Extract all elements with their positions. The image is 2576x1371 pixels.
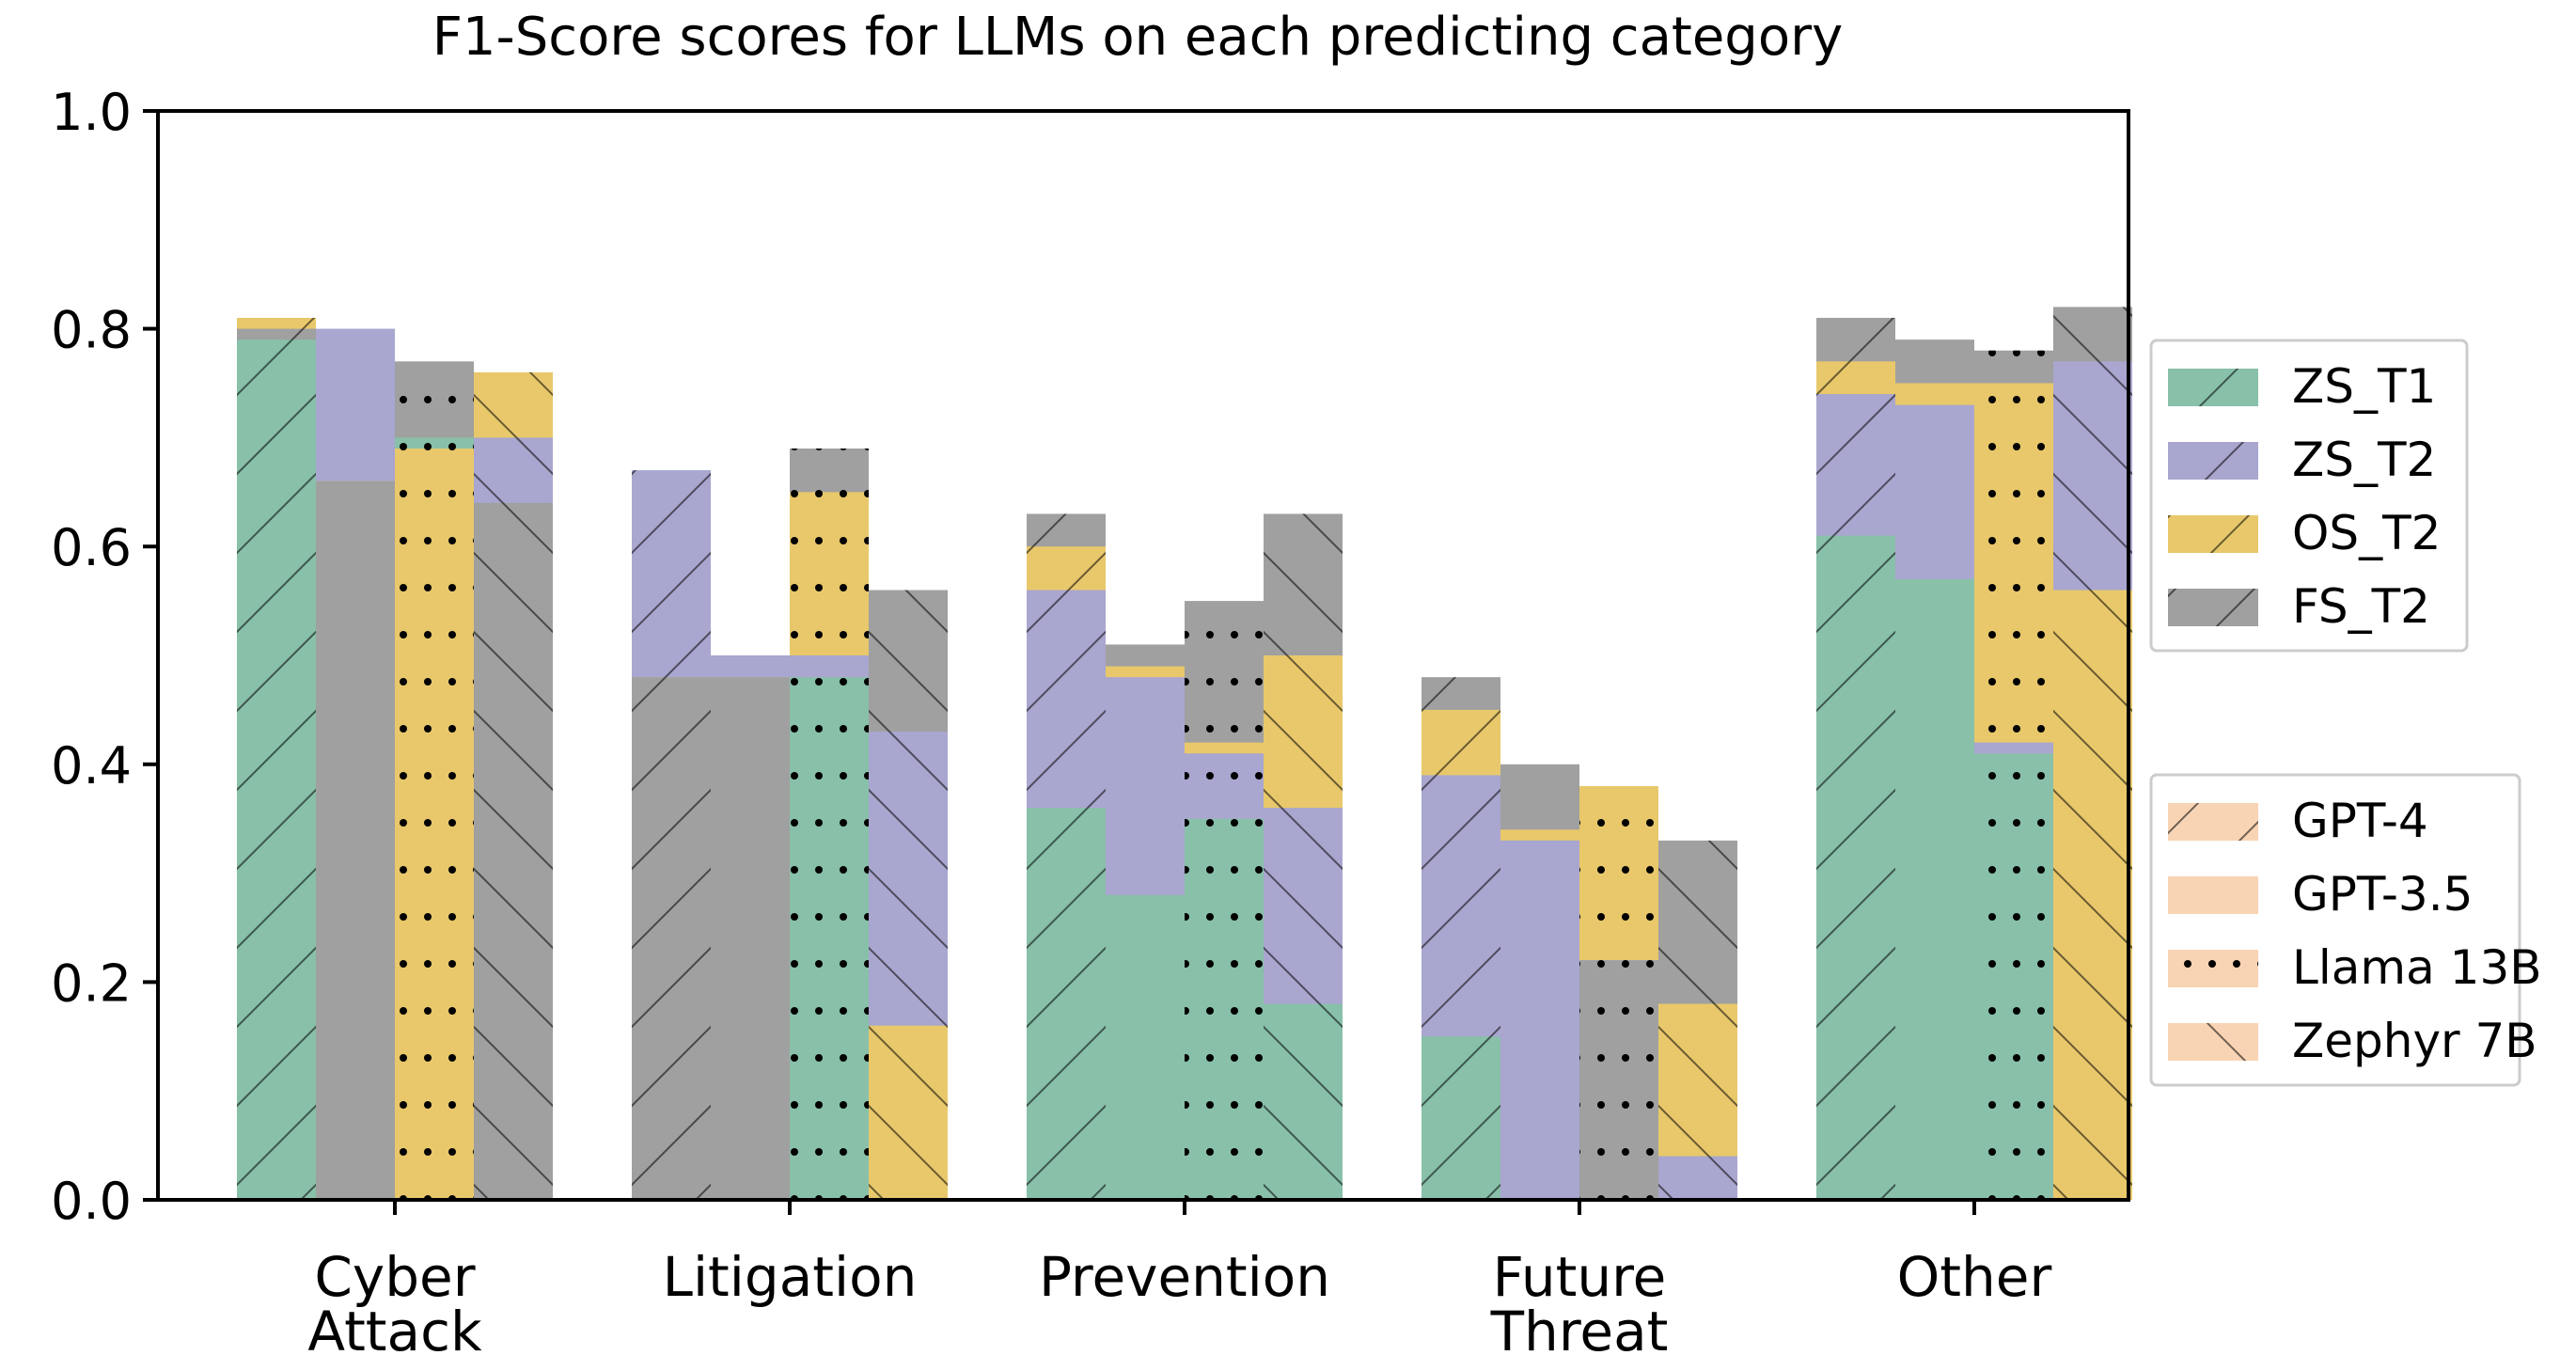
bars-layer bbox=[237, 307, 2132, 1201]
bar-hatch-litigation-zephyr-7b bbox=[869, 590, 948, 1200]
bar-hatch-cyber-attack-llama-13b bbox=[395, 361, 474, 1201]
bar-hatch-prevention-zephyr-7b bbox=[1264, 513, 1343, 1200]
legend-model-swatch-gpt-3-5 bbox=[2168, 876, 2258, 914]
bar-hatch-other-gpt-4 bbox=[1816, 318, 1895, 1200]
y-tick-label: 0.4 bbox=[51, 736, 132, 796]
x-tick-label-future-threat: Future Threat bbox=[1490, 1245, 1669, 1363]
bar-hatch-other-zephyr-7b bbox=[2053, 307, 2132, 1200]
bar-hatch-prevention-llama-13b bbox=[1185, 601, 1264, 1200]
legend-model-swatch-hatch-llama-13b bbox=[2168, 950, 2258, 987]
bar-hatch-cyber-attack-zephyr-7b bbox=[474, 371, 553, 1200]
bar-future-threat-gpt-3-5-zs-t2 bbox=[1500, 840, 1579, 1200]
bar-hatch-future-threat-gpt-4 bbox=[1422, 677, 1500, 1200]
y-tick-label: 1.0 bbox=[51, 83, 132, 142]
y-tick-label: 0.6 bbox=[51, 518, 132, 577]
legend-model-swatch-hatch-zephyr-7b bbox=[2168, 1023, 2258, 1061]
plot-frame bbox=[156, 109, 2130, 1202]
x-axis: Cyber Attack Litigation Prevention Future Thr… bbox=[307, 1200, 2051, 1363]
bar-hatch-cyber-attack-gpt-4 bbox=[237, 318, 316, 1200]
bar-litigation-gpt-3-5-fs-t2 bbox=[711, 677, 790, 1200]
legend-models: GPT-4 GPT-3.5 Llama 13B Zephyr 7B bbox=[2149, 773, 2542, 1087]
y-tick-label: 0.8 bbox=[51, 301, 132, 360]
bar-hatch-future-threat-zephyr-7b bbox=[1658, 840, 1737, 1200]
bar-hatch-future-threat-llama-13b bbox=[1579, 785, 1658, 1200]
x-tick-label-prevention: Prevention bbox=[1039, 1245, 1330, 1309]
legend-series-label-fs-t2: FS_T2 bbox=[2292, 579, 2430, 634]
legend-series-frame bbox=[2149, 339, 2469, 653]
chart-title: F1-Score scores for LLMs on each predict… bbox=[432, 7, 1844, 68]
x-tick-label-cyber-attack: Cyber Attack bbox=[307, 1245, 482, 1363]
legend-model-label-gpt-3-5: GPT-3.5 bbox=[2292, 867, 2473, 922]
legend-model-label-zephyr-7b: Zephyr 7B bbox=[2292, 1014, 2537, 1068]
y-tick-label: 0.0 bbox=[51, 1172, 132, 1231]
y-axis: 0.0 0.2 0.4 0.6 0.8 1.0 bbox=[51, 83, 158, 1231]
legend-series-label-os-t2: OS_T2 bbox=[2292, 506, 2441, 560]
legend-model-label-llama-13b: Llama 13B bbox=[2292, 940, 2542, 995]
legend-series-swatch-hatch-os-t2 bbox=[2168, 515, 2258, 553]
bar-prevention-gpt-3-5-zs-t1 bbox=[1106, 894, 1185, 1200]
legend-model-label-gpt-4: GPT-4 bbox=[2292, 794, 2428, 848]
legend-model-swatch-hatch-gpt-4 bbox=[2168, 803, 2258, 841]
legend-series-swatch-hatch-fs-t2 bbox=[2168, 589, 2258, 626]
legend-series: ZS_T1 ZS_T2 OS_T2 FS_T2 bbox=[2149, 339, 2469, 653]
legend-series-label-zs-t1: ZS_T1 bbox=[2292, 359, 2436, 414]
legend-series-swatch-hatch-zs-t2 bbox=[2168, 442, 2258, 480]
bar-hatch-litigation-llama-13b bbox=[790, 448, 869, 1201]
bar-hatch-litigation-gpt-4 bbox=[632, 470, 711, 1200]
x-tick-label-litigation: Litigation bbox=[663, 1245, 918, 1309]
bar-cyber-attack-gpt-3-5-fs-t2 bbox=[316, 481, 395, 1201]
legend-series-label-zs-t2: ZS_T2 bbox=[2292, 433, 2436, 487]
bar-other-gpt-3-5-zs-t1 bbox=[1895, 578, 1974, 1200]
legend-series-swatch-hatch-zs-t1 bbox=[2168, 369, 2258, 406]
y-tick-label: 0.2 bbox=[51, 953, 132, 1013]
legend-model-frame bbox=[2149, 773, 2521, 1087]
bar-hatch-other-llama-13b bbox=[1974, 350, 2053, 1200]
bar-hatch-prevention-gpt-4 bbox=[1027, 513, 1106, 1200]
x-tick-label-other: Other bbox=[1897, 1245, 2052, 1309]
